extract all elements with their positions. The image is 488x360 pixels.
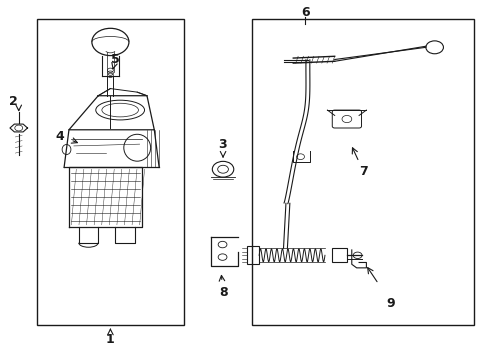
Text: 2: 2 [9, 95, 18, 108]
Text: 3: 3 [218, 138, 226, 150]
Text: 5: 5 [111, 53, 120, 66]
Bar [37, 19, 183, 325]
Text: 7: 7 [359, 165, 367, 177]
Text: 6: 6 [301, 6, 309, 19]
Text: 9: 9 [386, 297, 394, 310]
Text: 8: 8 [219, 287, 227, 300]
Text: 4: 4 [56, 130, 64, 144]
Bar [251, 19, 473, 325]
Bar [246, 246, 259, 264]
Text: 1: 1 [106, 333, 115, 346]
Bar [331, 248, 346, 262]
